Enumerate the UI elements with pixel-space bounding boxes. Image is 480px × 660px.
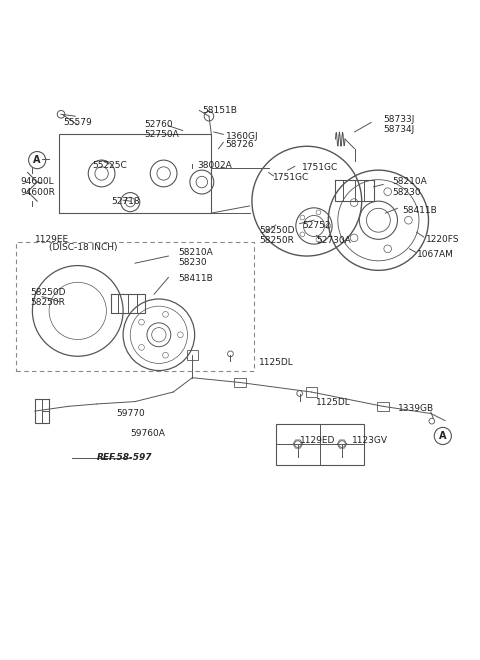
- Text: 1129ED: 1129ED: [300, 436, 335, 446]
- Text: 38002A: 38002A: [197, 161, 232, 170]
- Text: 58210A
58230: 58210A 58230: [178, 248, 213, 267]
- Text: 1125DL: 1125DL: [259, 358, 294, 367]
- Text: 1123GV: 1123GV: [352, 436, 388, 446]
- Text: 1129EE: 1129EE: [35, 235, 69, 244]
- Text: 58151B: 58151B: [202, 106, 237, 115]
- Text: 52752: 52752: [302, 220, 331, 230]
- Text: 55225C: 55225C: [92, 161, 127, 170]
- Text: 1360GJ: 1360GJ: [226, 132, 258, 141]
- Text: 58733J
58734J: 58733J 58734J: [383, 115, 415, 135]
- Text: 52718: 52718: [111, 197, 140, 206]
- Text: 1751GC: 1751GC: [274, 173, 310, 182]
- Text: 52730A: 52730A: [316, 236, 351, 245]
- Text: 59770: 59770: [116, 409, 144, 418]
- Text: 1220FS: 1220FS: [426, 235, 460, 244]
- Text: 1339GB: 1339GB: [397, 404, 433, 413]
- Text: (DISC-18 INCH): (DISC-18 INCH): [49, 244, 118, 252]
- Text: 58250D
58250R: 58250D 58250R: [30, 288, 66, 308]
- Text: 58210A
58230: 58210A 58230: [393, 177, 428, 197]
- Text: 59760A: 59760A: [130, 429, 165, 438]
- Text: A: A: [439, 431, 446, 441]
- Text: 1751GC: 1751GC: [302, 163, 338, 172]
- Text: 55579: 55579: [63, 118, 92, 127]
- Text: 1125DL: 1125DL: [316, 398, 351, 407]
- Text: 58250D
58250R: 58250D 58250R: [259, 226, 295, 246]
- Text: 58411B: 58411B: [178, 274, 213, 283]
- Text: 58726: 58726: [226, 141, 254, 149]
- Text: 58411B: 58411B: [402, 206, 437, 215]
- Text: REF.58-597: REF.58-597: [97, 453, 152, 462]
- Text: 1067AM: 1067AM: [417, 250, 454, 259]
- Text: A: A: [34, 155, 41, 165]
- Text: 52760
52750A: 52760 52750A: [144, 120, 180, 139]
- Text: 94600L
94600R: 94600L 94600R: [21, 177, 55, 197]
